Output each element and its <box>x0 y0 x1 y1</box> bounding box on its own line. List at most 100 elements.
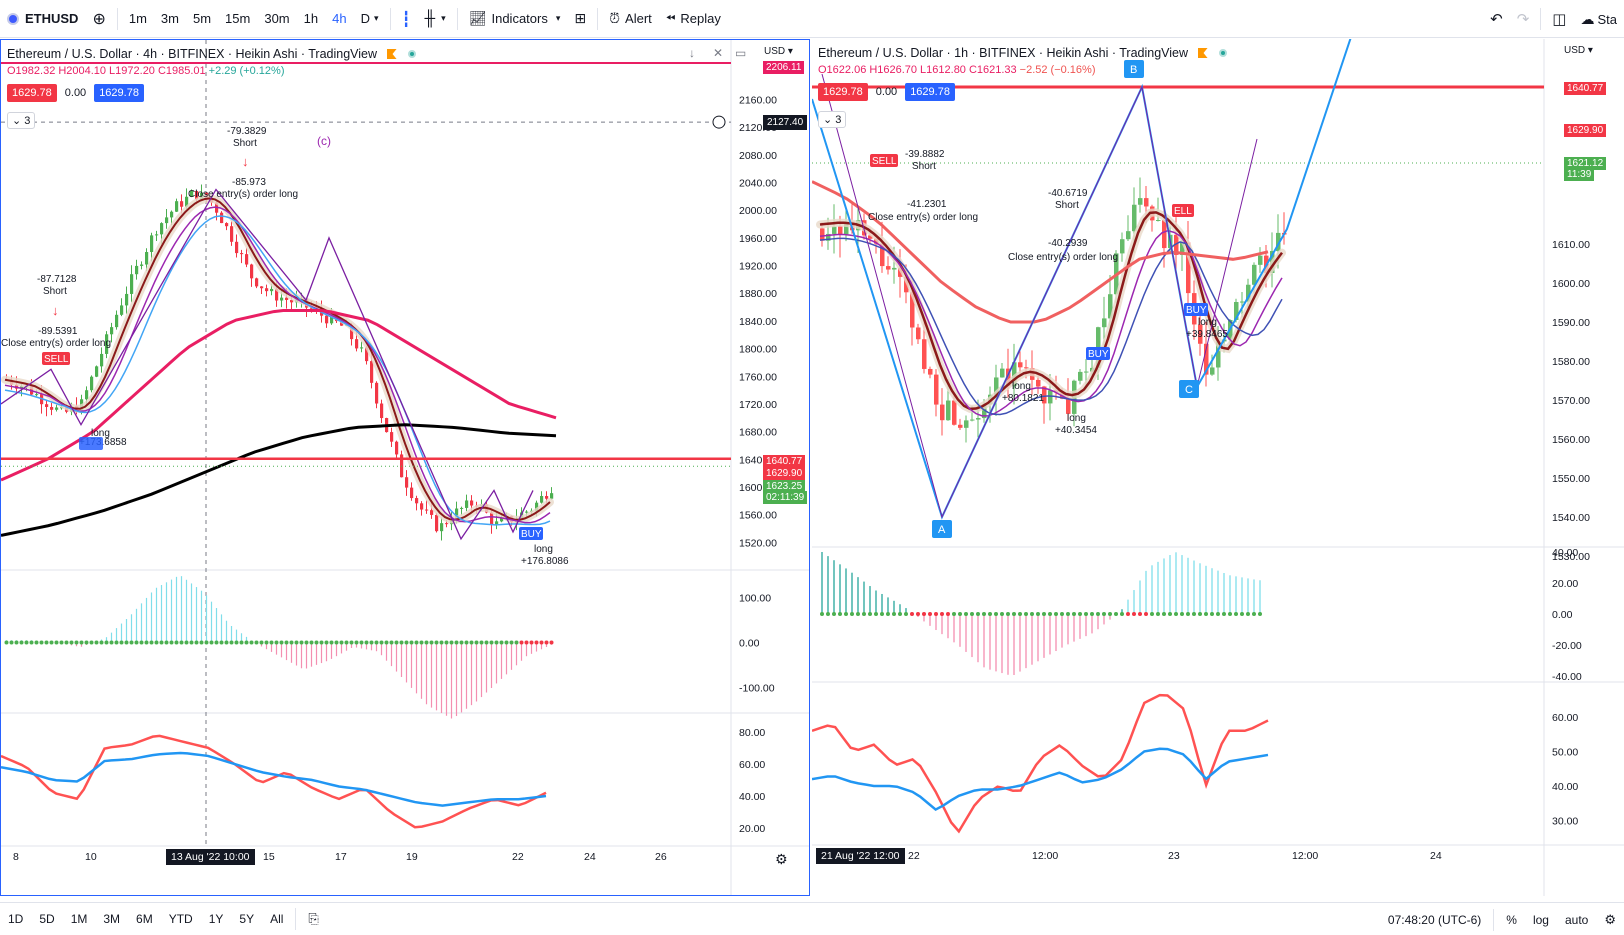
range-1d[interactable]: 1D <box>8 912 24 926</box>
layout-button[interactable]: ◫ <box>1545 0 1573 38</box>
range-5y[interactable]: 5Y <box>239 912 255 926</box>
candle-body <box>445 523 449 525</box>
interval-5m[interactable]: 5m <box>186 0 218 38</box>
macd-zero-dot <box>1012 612 1016 616</box>
range-all[interactable]: All <box>270 912 284 926</box>
chart-type-candles-button[interactable]: ┇ <box>395 0 418 38</box>
candle-body <box>826 233 831 241</box>
chart-type-bars-button[interactable]: ╫ ▾ <box>418 0 453 38</box>
macd-zero-dot <box>9 640 14 645</box>
replay-button[interactable]: ⏪︎ Replay <box>659 0 728 38</box>
macd-zero-dot <box>464 640 469 645</box>
trade-long-label: long <box>91 428 110 439</box>
macd-zero-dot <box>534 640 539 645</box>
candle-body <box>886 266 891 270</box>
currency-text: USD <box>764 46 786 57</box>
indicators-button[interactable]: 📈︎ Indicators ▾ <box>462 0 568 38</box>
templates-button[interactable]: ⊞ <box>567 0 593 38</box>
chevron-down-icon: ▾ <box>555 13 561 23</box>
macd-zero-dot <box>1066 612 1070 616</box>
interval-4h[interactable]: 4h <box>325 0 353 38</box>
trade-close-value: -41.2301 <box>907 199 947 210</box>
range-1y[interactable]: 1Y <box>208 912 224 926</box>
macd-zero-dot <box>299 640 304 645</box>
symbol-search-button[interactable]: ETHUSD <box>0 0 85 38</box>
sell-price-badge[interactable]: 1629.78 <box>7 84 57 102</box>
chart-pane-left[interactable]: 2160.00 2120.00 2080.00 2040.00 2000.00 1960.… <box>0 39 810 896</box>
candle-body <box>910 292 915 328</box>
price-tick-label: 1840.00 <box>739 316 777 328</box>
sell-signal-box <box>870 154 898 167</box>
range-1m[interactable]: 1M <box>70 912 88 926</box>
currency-label[interactable]: USD ▾ <box>1564 45 1593 56</box>
flag-icon[interactable] <box>1197 48 1208 58</box>
interval-30m[interactable]: 30m <box>257 0 296 38</box>
macd-zero-dot <box>892 612 896 616</box>
interval-1m[interactable]: 1m <box>122 0 154 38</box>
candle-body <box>904 276 909 293</box>
log-scale-toggle[interactable]: log <box>1532 912 1549 927</box>
macd-zero-dot <box>229 640 234 645</box>
candle-body <box>145 252 149 265</box>
settings-button[interactable]: ⚙︎ <box>1596 912 1624 928</box>
ma-slow <box>812 180 1269 324</box>
candle-body <box>832 226 837 234</box>
price-tick-label: 2040.00 <box>739 178 777 190</box>
last-price-tag: 1623.25 <box>763 480 806 493</box>
buy-price-badge[interactable]: 1629.78 <box>94 84 144 102</box>
chevron-down-icon: ▾ <box>373 13 379 23</box>
buy-price-badge[interactable]: 1629.78 <box>905 83 955 101</box>
sell-price-badge[interactable]: 1629.78 <box>818 83 868 101</box>
trade-long-label: long <box>1198 317 1217 328</box>
price-tick-label: 2080.00 <box>739 150 777 162</box>
gear-icon[interactable]: ⚙︎ <box>775 851 788 867</box>
price-tick-label: 1720.00 <box>739 399 777 411</box>
date-range-button[interactable]: ⎘ <box>300 911 326 927</box>
interval-1h[interactable]: 1h <box>297 0 325 38</box>
macd-zero-dot <box>474 640 479 645</box>
trade-short-label: Short <box>233 138 257 149</box>
undo-button[interactable]: ↶ <box>1483 0 1510 38</box>
interval-15m[interactable]: 15m <box>218 0 257 38</box>
macd-zero-dot <box>499 640 504 645</box>
percent-scale-toggle[interactable]: % <box>1506 912 1517 927</box>
macd-zero-dot <box>319 640 324 645</box>
range-5d[interactable]: 5D <box>39 912 55 926</box>
macd-zero-dot <box>384 640 389 645</box>
trade-long-value: +40.3454 <box>1055 425 1097 436</box>
macd-zero-dot <box>1162 612 1166 616</box>
clock-timezone[interactable]: 07:48:20 (UTC-6) <box>1387 912 1482 927</box>
indicators-collapse-button[interactable]: ⌄ 3 <box>7 112 36 129</box>
chart-pane-right[interactable]: 1610.00 1600.00 1590.00 1580.00 1570.00 1560.… <box>812 39 1624 896</box>
candle-body <box>535 502 539 511</box>
candle-body <box>360 347 364 349</box>
range-3m[interactable]: 3M <box>103 912 121 926</box>
compare-add-button[interactable]: ⊕ <box>85 0 112 38</box>
chevron-down-icon: ⌄ <box>823 114 833 126</box>
macd-zero-dot <box>444 640 449 645</box>
macd-zero-dot <box>204 640 209 645</box>
alert-button[interactable]: ⏰︎ Alert <box>602 0 659 38</box>
candle-body <box>1042 386 1047 404</box>
redo-button[interactable]: ↷ <box>1510 0 1537 38</box>
scroll-down-icon[interactable]: ↓ <box>689 46 695 60</box>
macd-zero-dot <box>389 640 394 645</box>
macd-zero-dot <box>1006 612 1010 616</box>
candle-body <box>110 327 114 335</box>
auto-scale-toggle[interactable]: auto <box>1564 912 1589 927</box>
currency-label[interactable]: USD ▾ <box>764 46 793 57</box>
chart-canvas-right[interactable]: 1610.00 1600.00 1590.00 1580.00 1570.00 1560.… <box>812 39 1624 896</box>
close-pane-icon[interactable]: ✕ <box>713 46 724 60</box>
chart-canvas-left[interactable]: 2160.002120.002080.002040.002000.001960.… <box>1 40 809 895</box>
macd-zero-dot <box>424 640 429 645</box>
range-ytd[interactable]: YTD <box>168 912 193 926</box>
range-6m[interactable]: 6M <box>136 912 153 926</box>
cloud-save-button[interactable]: ☁︎ Sta <box>1573 0 1624 38</box>
interval-3m[interactable]: 3m <box>154 0 186 38</box>
interval-d[interactable]: D ▾ <box>354 0 386 38</box>
candle-body <box>155 234 159 236</box>
toolbar-divider <box>1540 8 1542 30</box>
flag-icon[interactable] <box>386 49 397 59</box>
maximize-icon[interactable]: ▭ <box>735 46 747 60</box>
indicators-collapse-button[interactable]: ⌄ 3 <box>818 111 847 128</box>
